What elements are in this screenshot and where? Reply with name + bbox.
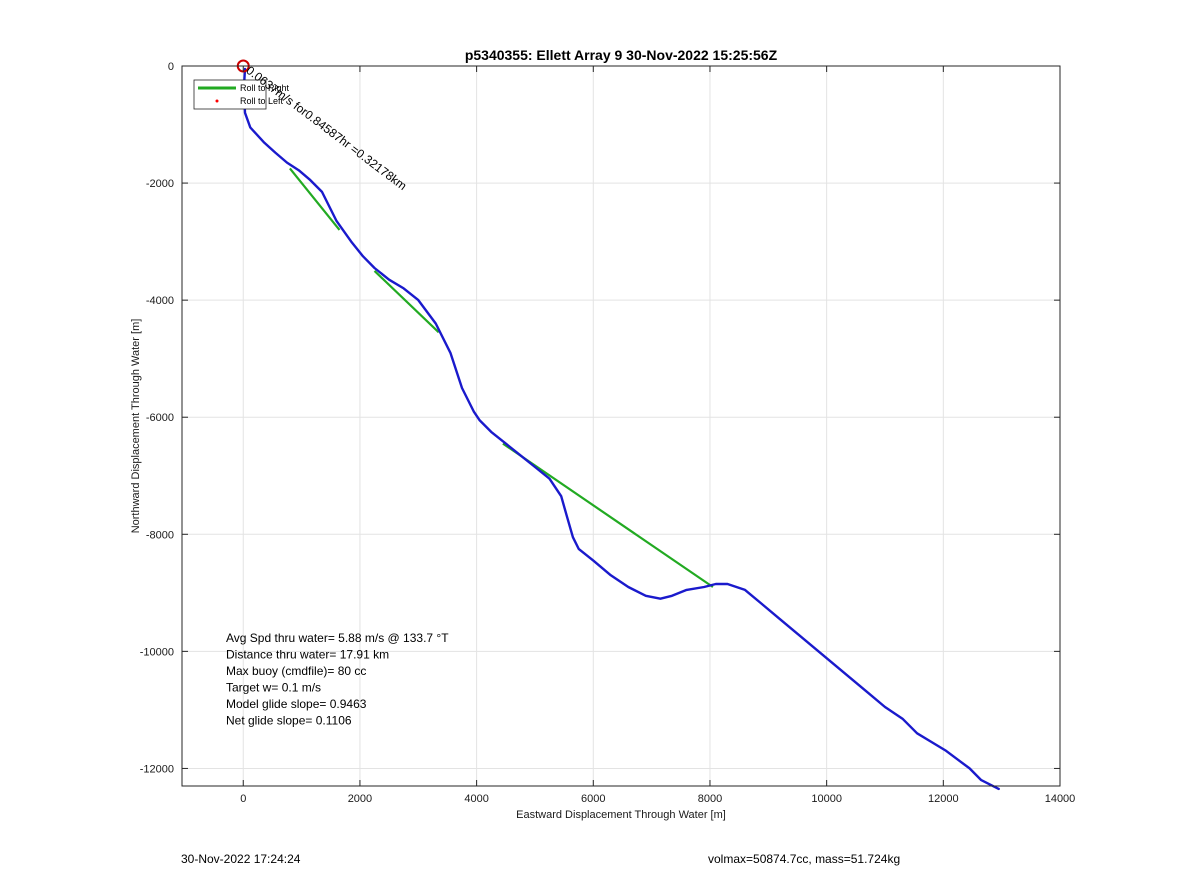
grid-lines <box>182 65 1061 786</box>
y-tick-label: -10000 <box>140 646 174 658</box>
stat-line: Net glide slope= 0.1106 <box>226 714 352 728</box>
legend-box <box>193 79 267 110</box>
plot-frame <box>181 65 1061 787</box>
x-tick-label: 10000 <box>811 793 842 805</box>
x-tick-label: 0 <box>240 793 246 805</box>
legend-label: Roll to Right <box>240 83 290 93</box>
roll-right-segment <box>373 270 440 334</box>
y-tick-label: -12000 <box>140 763 174 775</box>
y-tick-label: -6000 <box>146 412 174 424</box>
stat-line: Model glide slope= 0.9463 <box>226 697 367 711</box>
roll-right-segment <box>289 167 341 231</box>
y-tick-label: 0 <box>168 61 174 73</box>
axis-ticks: 0 2000 4000 6000 8000 10000 12000 14000 0 -2000 -4… <box>140 61 1076 805</box>
y-tick-label: -8000 <box>146 529 174 541</box>
x-axis-label: Eastward Displacement Through Water [m] <box>516 809 726 821</box>
x-tick-label: 12000 <box>928 793 959 805</box>
stat-line: Distance thru water= 17.91 km <box>226 648 389 662</box>
x-tick-label: 14000 <box>1045 793 1076 805</box>
y-tick-label: -4000 <box>146 295 174 307</box>
roll-right-segment <box>502 442 714 588</box>
chart-title: p5340355: Ellett Array 9 30-Nov-2022 15:… <box>465 47 778 63</box>
x-tick-label: 8000 <box>698 793 722 805</box>
stat-line: Avg Spd thru water= 5.88 m/s @ 133.7 °T <box>226 631 449 645</box>
x-tick-label: 4000 <box>464 793 488 805</box>
stat-line: Max buoy (cmdfile)= 80 cc <box>226 664 366 678</box>
y-axis-label: Northward Displacement Through Water [m] <box>130 319 142 534</box>
x-tick-label: 6000 <box>581 793 605 805</box>
stats-block: Avg Spd thru water= 5.88 m/s @ 133.7 °T D… <box>226 631 449 728</box>
legend-label: Roll to Left <box>240 96 284 106</box>
series-layer <box>236 59 1000 791</box>
track-line <box>242 67 1000 791</box>
legend-dot-swatch <box>215 99 219 103</box>
footer-timestamp: 30-Nov-2022 17:24:24 <box>181 852 301 866</box>
plot-area <box>182 66 1060 786</box>
footer-vol-mass: volmax=50874.7cc, mass=51.724kg <box>708 852 901 866</box>
legend: Roll to Right Roll to Left <box>193 79 290 110</box>
stat-line: Target w= 0.1 m/s <box>226 681 321 695</box>
y-tick-label: -2000 <box>146 178 174 190</box>
x-tick-label: 2000 <box>348 793 372 805</box>
